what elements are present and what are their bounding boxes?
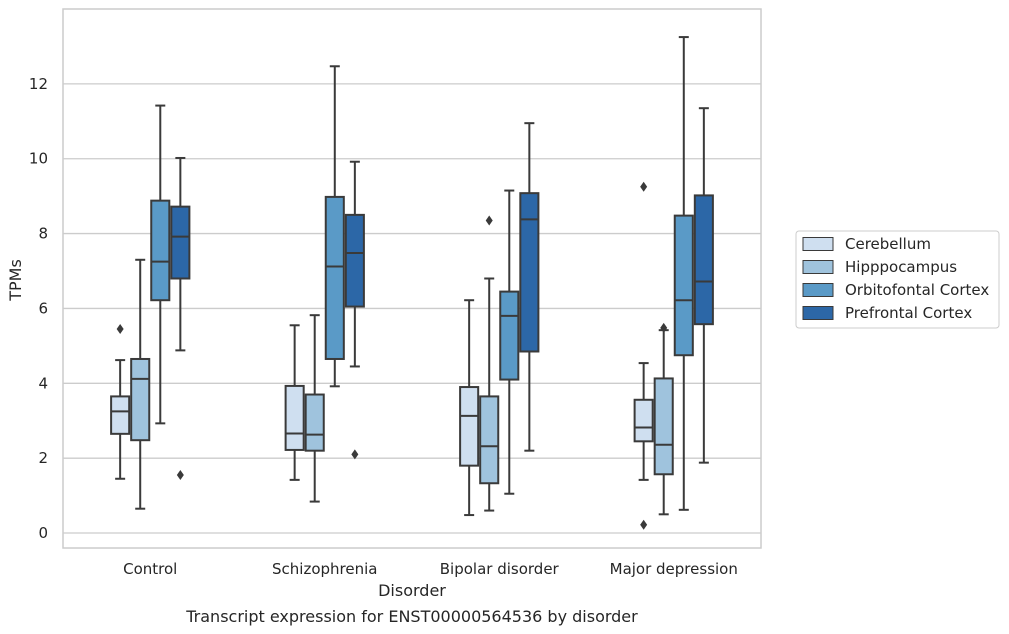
outlier-point (351, 449, 359, 460)
outlier-point (176, 470, 184, 481)
plot-frame (62, 8, 762, 549)
box-1-0 (284, 324, 305, 481)
box-iqr (633, 398, 654, 443)
x-tick-label: Major depression (610, 560, 738, 578)
y-tick-label: 10 (29, 150, 48, 168)
legend-swatch (802, 283, 834, 297)
x-tick-label: Control (123, 560, 177, 578)
outlier-point (116, 324, 124, 335)
y-tick-label: 4 (38, 374, 48, 392)
legend-swatch (802, 306, 834, 320)
box-0-2 (150, 104, 171, 425)
legend-label: Hipppocampus (845, 258, 957, 276)
x-tick-labels: Control Schizophrenia Bipolar disorder Majo… (123, 560, 738, 578)
box-3-2 (673, 36, 694, 511)
box-iqr (459, 386, 480, 467)
box-0-1 (130, 258, 151, 510)
y-axis-title: TPMs (6, 259, 25, 302)
box-iqr (284, 384, 305, 451)
legend-swatch (802, 260, 834, 274)
y-tick-label: 12 (29, 75, 48, 93)
outlier-point (485, 215, 493, 226)
box-groups (110, 36, 714, 530)
y-gridlines (63, 83, 761, 534)
box-iqr (479, 395, 500, 485)
legend-swatch (802, 237, 834, 251)
x-tick-label: Bipolar disorder (440, 560, 560, 578)
x-tick-label: Schizophrenia (272, 560, 377, 578)
box-iqr (499, 290, 520, 381)
legend-label: Orbitofontal Cortex (845, 281, 989, 299)
box-iqr (304, 393, 325, 452)
y-tick-label: 0 (38, 524, 48, 542)
box-1-3 (344, 160, 365, 460)
box-iqr (673, 214, 694, 357)
box-3-1 (653, 322, 674, 516)
box-0-3 (170, 156, 191, 481)
y-tick-label: 8 (38, 225, 48, 243)
box-2-2 (499, 189, 520, 495)
legend-label: Cerebellum (845, 235, 931, 253)
box-iqr (110, 395, 131, 435)
box-iqr (519, 192, 540, 353)
outlier-point (640, 519, 648, 530)
box-1-1 (304, 314, 325, 503)
outlier-point (660, 322, 668, 333)
box-iqr (344, 213, 365, 308)
box-iqr (150, 199, 171, 302)
box-0-0 (110, 324, 131, 480)
box-3-3 (693, 107, 714, 464)
legend-label: Prefrontal Cortex (845, 304, 972, 322)
box-1-2 (324, 65, 345, 388)
box-iqr (170, 205, 191, 280)
box-iqr (130, 357, 151, 442)
box-iqr (693, 194, 714, 326)
box-2-0 (459, 299, 480, 517)
legend-frame (795, 230, 1000, 329)
y-tick-labels: 0 2 4 6 8 10 12 (29, 75, 48, 542)
y-tick-label: 2 (38, 449, 48, 467)
box-iqr (653, 377, 674, 476)
outlier-point (640, 181, 648, 192)
chart-caption: Transcript expression for ENST0000056453… (185, 607, 638, 626)
box-2-3 (519, 122, 540, 452)
x-axis-title: Disorder (378, 581, 446, 600)
box-2-1 (479, 215, 500, 512)
box-3-0 (633, 181, 654, 530)
legend: Cerebellum Hipppocampus Orbitofontal Corte… (795, 230, 1000, 329)
y-tick-label: 6 (38, 299, 48, 317)
box-iqr (324, 195, 345, 360)
